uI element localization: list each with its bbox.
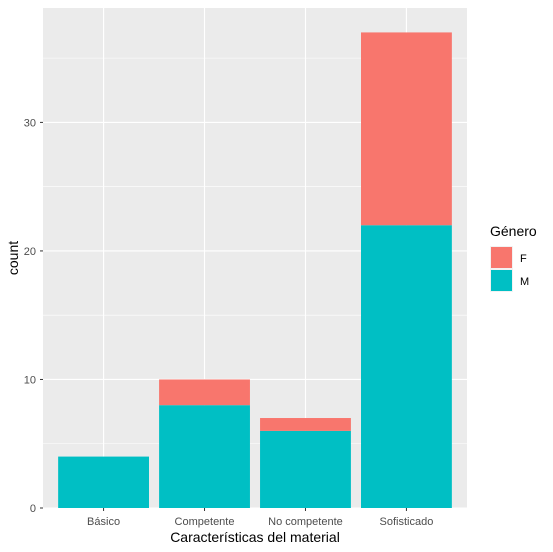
y-tick-label: 20 bbox=[24, 246, 36, 258]
x-tick-label: Sofisticado bbox=[380, 516, 434, 528]
legend-title: Género bbox=[490, 223, 537, 239]
x-tick-label: No competente bbox=[268, 516, 343, 528]
legend: Género FM bbox=[490, 223, 537, 292]
x-tick-label: Básico bbox=[87, 516, 120, 528]
legend-swatch-m bbox=[491, 270, 512, 291]
bar-m-básico bbox=[58, 456, 150, 508]
legend-swatch-f bbox=[491, 247, 512, 268]
y-tick-label: 30 bbox=[24, 117, 36, 129]
bar-f-sofisticado bbox=[361, 32, 452, 226]
bar-m-sofisticado bbox=[361, 225, 452, 509]
y-axis-title: count bbox=[5, 241, 21, 275]
bar-f-competente bbox=[159, 379, 250, 406]
legend-label-f: F bbox=[520, 253, 527, 265]
x-axis-title: Características del material bbox=[170, 529, 340, 545]
bars bbox=[58, 32, 452, 509]
y-tick-label: 10 bbox=[24, 374, 36, 386]
x-tick-label: Competente bbox=[175, 516, 235, 528]
bar-m-competente bbox=[159, 405, 250, 508]
legend-label-m: M bbox=[520, 276, 529, 288]
bar-f-no-competente bbox=[260, 418, 351, 431]
bar-m-no-competente bbox=[260, 430, 351, 508]
y-tick-label: 0 bbox=[30, 503, 36, 515]
x-axis: Básico Competente No competente Sofisticado bbox=[87, 508, 433, 528]
y-axis: 0 10 20 30 bbox=[24, 117, 43, 515]
